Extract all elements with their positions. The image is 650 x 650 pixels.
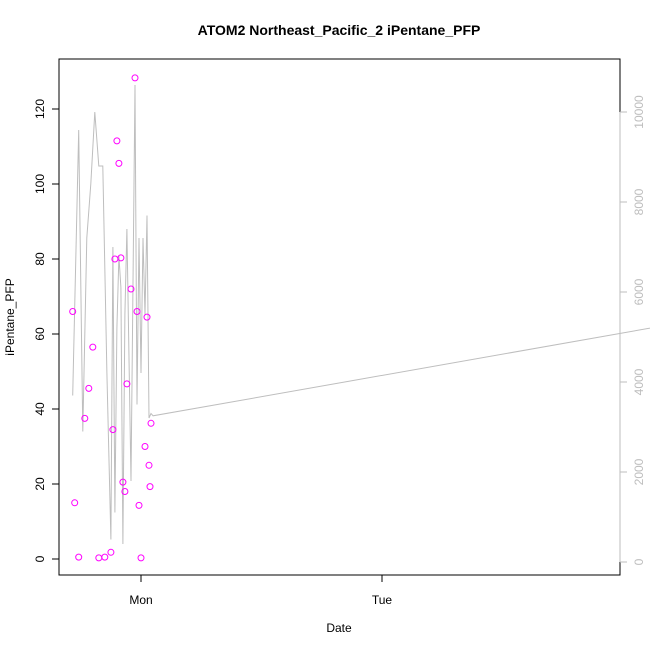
line-series: [72, 84, 650, 545]
data-point: [143, 313, 151, 321]
y-tick-label: 40: [33, 402, 47, 416]
plot-frame: [58, 58, 621, 576]
y-tick-label: 80: [33, 252, 47, 266]
data-point: [115, 159, 123, 167]
y2-tick-label: 4000: [632, 368, 646, 395]
data-point: [69, 308, 77, 315]
data-point: [147, 419, 155, 427]
y-axis-right: 0 2000 4000 6000 8000 10000: [619, 95, 646, 565]
data-point: [146, 483, 154, 491]
y-tick-label: 100: [33, 174, 47, 194]
chart-title: ATOM2 Northeast_Pacific_2 iPentane_PFP: [198, 22, 481, 38]
y-axis-label: iPentane_PFP: [3, 278, 17, 355]
data-point: [109, 426, 117, 434]
data-point: [81, 414, 89, 422]
data-point: [89, 343, 97, 351]
data-point: [119, 478, 127, 486]
y-tick-label: 20: [33, 477, 47, 491]
y2-tick-label: 10000: [632, 95, 646, 129]
data-point: [123, 380, 131, 388]
line-series-path: [72, 84, 650, 545]
data-point: [117, 254, 125, 262]
data-point: [107, 548, 115, 556]
data-point: [145, 461, 153, 469]
x-axis: Mon Tue: [129, 574, 393, 607]
x-axis-label: Date: [326, 621, 352, 635]
x-tick-label: Tue: [372, 593, 393, 607]
data-point: [101, 553, 109, 561]
data-point: [71, 499, 79, 507]
y2-tick-label: 6000: [632, 278, 646, 305]
y2-tick-label: 8000: [632, 188, 646, 215]
data-point: [135, 501, 143, 509]
data-point: [127, 285, 135, 293]
data-point: [113, 137, 121, 145]
y2-tick-label: 2000: [632, 458, 646, 485]
data-point: [75, 553, 83, 561]
data-point: [131, 74, 139, 82]
y-tick-label: 0: [33, 555, 47, 562]
y2-tick-label: 0: [632, 558, 646, 565]
data-point: [137, 554, 145, 562]
y-tick-label: 60: [33, 327, 47, 341]
y-tick-label: 120: [33, 99, 47, 119]
point-series: [69, 74, 155, 562]
data-point: [121, 488, 129, 495]
y-axis-left: 0 20 40 60 80 100 120: [33, 99, 60, 562]
data-point: [95, 554, 103, 562]
data-point: [133, 308, 141, 315]
x-tick-label: Mon: [129, 593, 152, 607]
data-point: [85, 384, 93, 392]
data-point: [141, 443, 149, 450]
